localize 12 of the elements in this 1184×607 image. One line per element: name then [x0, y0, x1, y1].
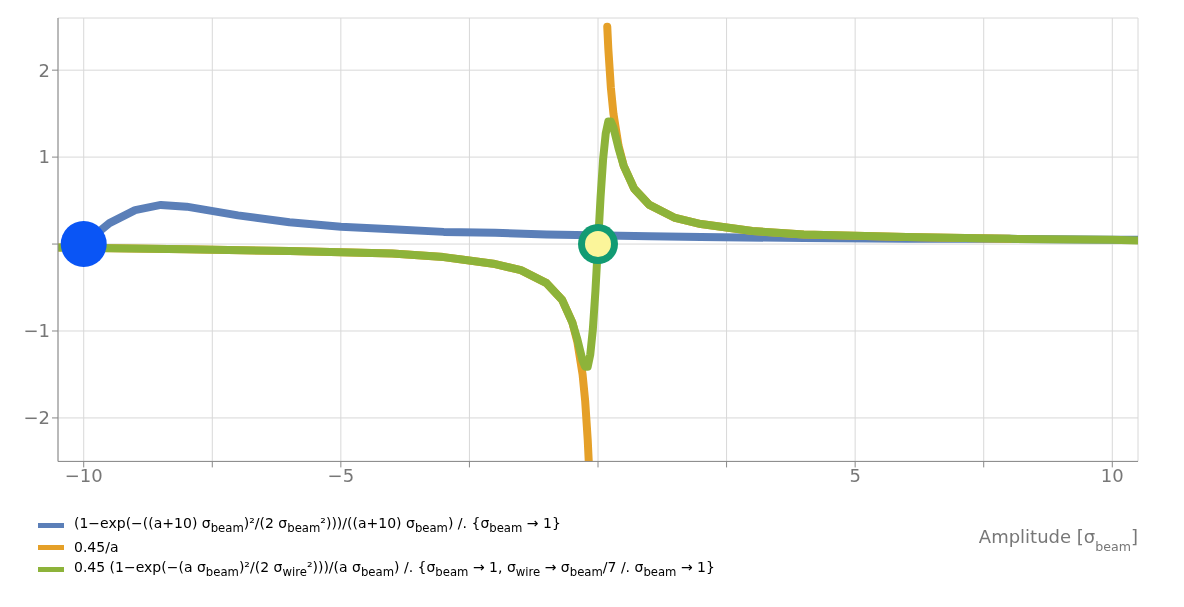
x-tick-label: 5 — [849, 465, 861, 487]
y-tick-label: −2 — [23, 407, 50, 429]
y-tick-label: 2 — [38, 59, 50, 81]
x-tick-label: 10 — [1100, 465, 1124, 487]
text: 0.45 (1−exp(−(a σ$_{beam}$)²/(2 σ$_{wire}$²)))/(a σ$_{beam}$) /. {σ$_{beam}$ → 1, σ$_{wire}$ → σ$_{beam}$/7 /. σ$_{beam}$ → 1} — [74, 559, 715, 579]
x-tick-label: −5 — [327, 465, 355, 487]
x-axis-title: Amplitude [σ$_{beam}$] — [978, 526, 1138, 554]
text: (1−exp(−((a+10) σ$_{beam}$)²/(2 σ$_{beam}$²)))/((a+10) σ$_{beam}$) /. {σ$_{beam}$ → 1} — [74, 515, 561, 536]
legend-label: 0.45/a — [74, 539, 119, 556]
y-tick-label: 1 — [38, 146, 50, 168]
x-tick-label: −10 — [64, 465, 103, 487]
y-tick-label: −1 — [23, 320, 50, 342]
